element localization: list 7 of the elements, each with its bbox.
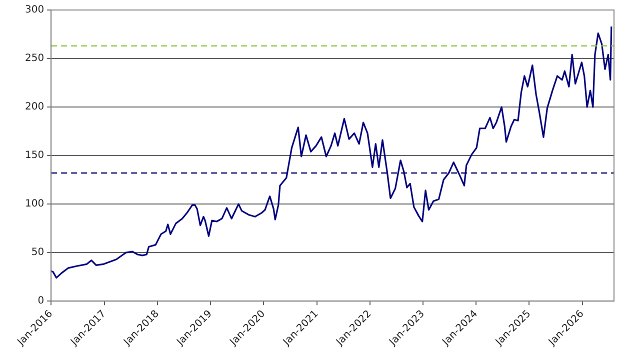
y-tick-label: 150 [24,150,44,162]
y-tick-label: 100 [24,198,44,210]
y-tick-label: 50 [31,247,44,258]
y-tick-label: 0 [38,296,44,307]
y-tick-label: 200 [24,102,44,113]
y-tick-label: 300 [24,4,44,16]
y-tick-label: 250 [24,53,44,64]
